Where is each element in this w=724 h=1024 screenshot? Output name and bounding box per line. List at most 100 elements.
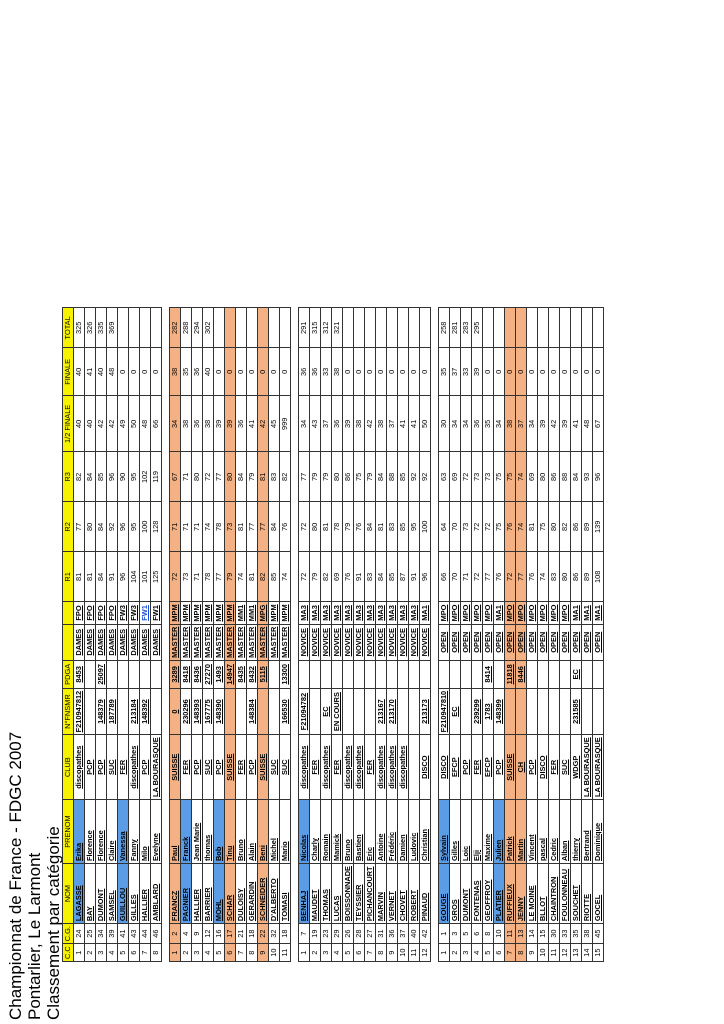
club: PCP (493, 734, 505, 800)
rank-category: 12 (419, 943, 431, 962)
last-name: JENNY (515, 863, 527, 924)
final: 0 (592, 347, 604, 396)
pdga-number (309, 660, 321, 689)
club: discopathes (397, 734, 409, 800)
round-2: 75 (537, 501, 549, 552)
license-number (224, 688, 236, 735)
separator-cell (430, 863, 439, 924)
rank-general: 24 (73, 923, 85, 944)
group-separator (161, 307, 170, 962)
round-2: 96 (117, 501, 129, 552)
rank-category: 10 (268, 943, 280, 962)
semi-final: 37 (320, 395, 332, 452)
first-name: Jean Marie (191, 799, 203, 864)
header-total: TOTAL (62, 307, 74, 348)
round-1: 73 (180, 551, 192, 602)
rank-category: 4 (471, 943, 483, 962)
category: MA3 (364, 601, 376, 625)
separator-cell (430, 551, 439, 602)
pdga-number (397, 660, 409, 689)
last-name: FOULONNEAU (559, 863, 571, 924)
separator-cell (290, 307, 299, 348)
header-r2: R2 (62, 501, 74, 552)
final: 0 (279, 347, 291, 396)
license-number (408, 688, 420, 735)
round-1: 104 (128, 551, 140, 602)
license-number (309, 688, 321, 735)
first-name: Franck (180, 799, 192, 864)
first-name: Charly (309, 799, 321, 864)
club: PCP (95, 734, 107, 800)
rank-general: 46 (150, 923, 162, 944)
round-3: 73 (482, 451, 494, 502)
semi-final: 38 (202, 395, 214, 452)
club: discopathes (353, 734, 365, 800)
first-name: thierry (570, 799, 582, 864)
table-row: 4 29 LUCAS Mamick FER EN COURS NOVICE MA3 69 78 80… (331, 307, 343, 962)
round-3: 88 (386, 451, 398, 502)
pdga-number (419, 660, 431, 689)
final: 0 (493, 347, 505, 396)
rank-general: 41 (117, 923, 129, 944)
header-r1: R1 (62, 551, 74, 602)
club: LA BOURASQUE (581, 734, 593, 800)
total (570, 307, 582, 348)
rank-general: 8 (482, 923, 494, 944)
table-row: 1 1 GOUGE Sylvain DISCO F210947810 OPEN MPO 66 64… (438, 307, 450, 962)
pdga-number: 11818 (504, 660, 516, 689)
license-number: EC (320, 688, 332, 735)
total (257, 307, 269, 348)
division: OPEN (592, 624, 604, 661)
total: 326 (84, 307, 96, 348)
semi-final: 42 (95, 395, 107, 452)
rank-general: 12 (202, 923, 214, 944)
header-category (62, 601, 74, 625)
license-number (397, 688, 409, 735)
first-name: thomas (202, 799, 214, 864)
category: MM1 (235, 601, 247, 625)
round-1: 101 (139, 551, 151, 602)
club: LA BOURASQUE (150, 734, 162, 800)
results-table: C.C C.G. NOM PRENOM CLUB N°FNSMR PDGA R1 R2 R3 1/2… (62, 307, 604, 962)
document-titles: Championnat de France - FDGC 2007 Pontar… (6, 732, 63, 1020)
last-name: PLATIER (493, 863, 505, 924)
round-3: 80 (537, 451, 549, 502)
total (128, 307, 140, 348)
round-2: 72 (482, 501, 494, 552)
round-3: 80 (191, 451, 203, 502)
round-3: 85 (397, 451, 409, 502)
club: SUC (268, 734, 280, 800)
round-1: 76 (493, 551, 505, 602)
rank-general: 2 (169, 923, 181, 944)
division: NOVICE (353, 624, 365, 661)
round-1: 66 (438, 551, 450, 602)
rank-general: 22 (257, 923, 269, 944)
separator-cell (290, 799, 299, 864)
rank-general: 31 (375, 923, 387, 944)
first-name: Claire (106, 799, 118, 864)
rank-category: 2 (180, 943, 192, 962)
round-1: 86 (570, 551, 582, 602)
license-number: 230296 (180, 688, 192, 735)
pdga-number: 8446 (515, 660, 527, 689)
division: NOVICE (309, 624, 321, 661)
rank-general: 40 (408, 923, 420, 944)
category: MPO (548, 601, 560, 625)
semi-final: 42 (364, 395, 376, 452)
category: MPM (224, 601, 236, 625)
rank-category: 1 (438, 943, 450, 962)
pdga-number: 8414 (482, 660, 494, 689)
club: PCP (213, 734, 225, 800)
round-1: 80 (559, 551, 571, 602)
division: NOVICE (331, 624, 343, 661)
round-1: 72 (298, 551, 310, 602)
rank-general: 3 (449, 923, 461, 944)
division: MASTER (235, 624, 247, 661)
round-3: 95 (128, 451, 140, 502)
rank-category: 3 (320, 943, 332, 962)
round-2: 71 (169, 501, 181, 552)
round-1: 77 (213, 551, 225, 602)
round-2: 70 (449, 501, 461, 552)
rank-general: 37 (397, 923, 409, 944)
division: DAMES (95, 624, 107, 661)
